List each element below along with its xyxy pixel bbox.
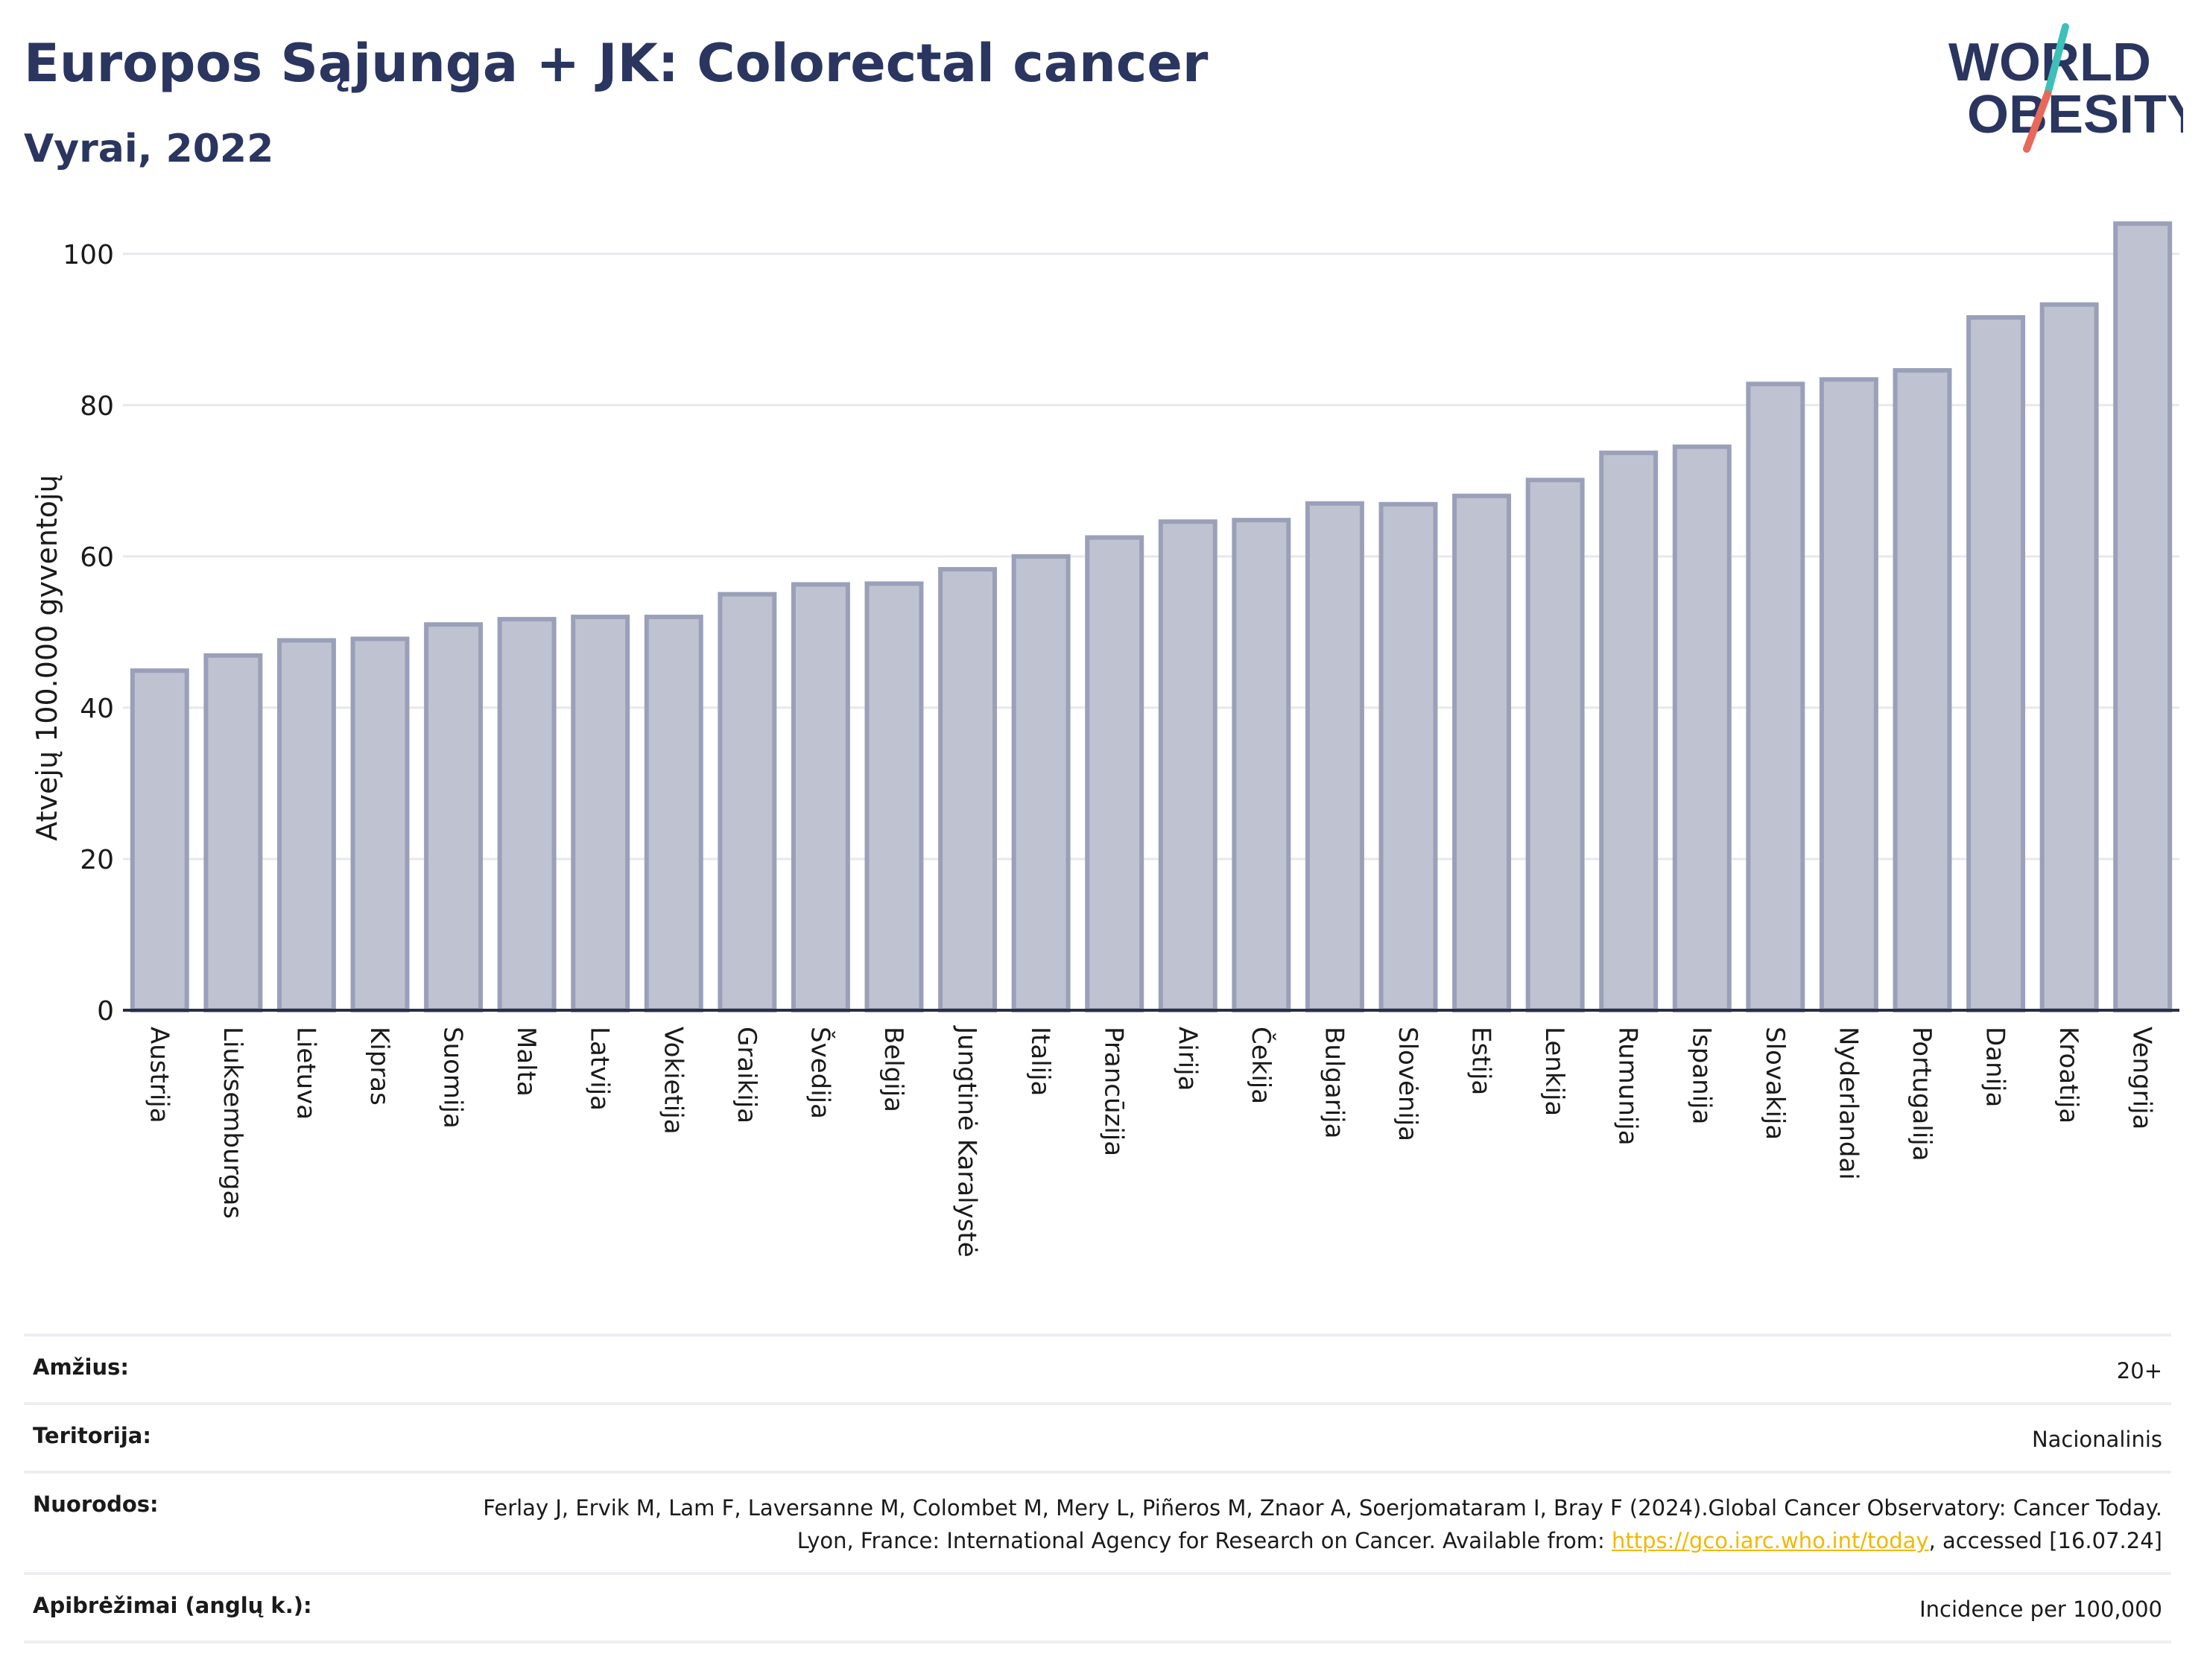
logo-text-obesity: OBESITY: [1967, 85, 2183, 145]
y-tick-label: 40: [80, 694, 114, 724]
bar: [1819, 377, 1878, 1012]
x-tick-label: Airija: [1172, 1027, 1202, 1091]
x-tick-labels: Austrija Liuksemburgas Lietuva Kipras Suomij…: [144, 1025, 2156, 1258]
bar: [718, 592, 777, 1012]
x-tick-label: Nyderlandai: [1833, 1027, 1863, 1180]
reference-text: Ferlay J, Ervik M, Lam F, Laversanne M, …: [483, 1495, 2162, 1553]
chart-title: Europos Sąjunga + JK: Colorectal cancer: [24, 33, 1209, 94]
chart-subtitle: Vyrai, 2022: [24, 127, 274, 171]
x-tick-label: Belgija: [878, 1027, 908, 1112]
info-row-definitions: Apibrėžimai (anglų k.): Incidence per 10…: [24, 1572, 2171, 1643]
bar-chart: 0 20 40 60 80 100 Austrija Liuksemburgas Lietuv…: [31, 221, 2179, 1258]
x-tick-label: Liuksemburgas: [218, 1027, 247, 1219]
bar: [350, 636, 410, 1012]
reference-link[interactable]: https://gco.iarc.who.int/today: [1611, 1528, 1929, 1553]
x-tick-label: Švedija: [805, 1027, 835, 1119]
logo-slash-teal: [2044, 23, 2069, 98]
info-table: Amžius: 20+ Teritorija: Nacionalinis Nuo…: [24, 1334, 2171, 1643]
bar: [1966, 315, 2026, 1012]
bar: [644, 615, 703, 1012]
info-label: Apibrėžimai (anglų k.):: [33, 1593, 312, 1618]
bar: [1232, 518, 1291, 1012]
bar: [1525, 478, 1585, 1012]
info-value: 20+: [2116, 1358, 2162, 1383]
bar: [1158, 519, 1217, 1012]
bar: [791, 582, 850, 1012]
bar: [424, 622, 484, 1012]
bar: [938, 567, 998, 1012]
bar: [1305, 501, 1364, 1012]
y-tick-label: 100: [63, 240, 114, 270]
y-tick-label: 80: [80, 391, 114, 422]
bar: [497, 617, 557, 1012]
info-label: Teritorija:: [33, 1423, 151, 1448]
bar: [1746, 381, 1805, 1012]
x-tick-label: Slovėnija: [1393, 1027, 1422, 1141]
x-tick-label: Jungtinė Karalystė: [952, 1025, 982, 1258]
x-tick-label: Kroatija: [2053, 1027, 2083, 1123]
bar: [1011, 554, 1071, 1012]
x-tick-label: Malta: [511, 1027, 541, 1097]
x-tick-label: Kipras: [364, 1027, 394, 1106]
reference-accessed: , accessed [16.07.24]: [1928, 1528, 2162, 1553]
x-tick-label: Vokietija: [658, 1027, 688, 1135]
bar: [130, 668, 189, 1012]
x-tick-label: Rumunija: [1613, 1027, 1643, 1146]
bar: [571, 615, 630, 1012]
x-tick-label: Danija: [1980, 1027, 2010, 1107]
info-row-references: Nuorodos: Ferlay J, Ervik M, Lam F, Lave…: [24, 1471, 2171, 1572]
bar: [1085, 535, 1144, 1012]
bars: [130, 221, 2173, 1013]
bar: [1452, 493, 1512, 1012]
bar: [864, 581, 924, 1012]
bar: [1672, 444, 1732, 1012]
x-tick-label: Čekija: [1246, 1027, 1276, 1104]
x-tick-label: Austrija: [144, 1027, 174, 1123]
y-tick-label: 20: [80, 845, 114, 875]
info-row-territory: Teritorija: Nacionalinis: [24, 1402, 2171, 1471]
x-tick-label: Bulgarija: [1319, 1027, 1349, 1138]
y-tick-labels: 0 20 40 60 80 100: [63, 240, 114, 1027]
info-label: Nuorodos:: [33, 1492, 159, 1517]
info-label: Amžius:: [33, 1354, 129, 1380]
x-tick-label: Lenkija: [1539, 1027, 1569, 1116]
bar: [1893, 368, 1952, 1012]
info-value: Nacionalinis: [2031, 1427, 2162, 1452]
bar: [1599, 450, 1659, 1012]
x-tick-label: Italija: [1025, 1027, 1055, 1096]
bar: [2039, 302, 2099, 1013]
world-obesity-logo: WORLD OBESITY: [1948, 23, 2183, 153]
info-value-reference: Ferlay J, Ervik M, Lam F, Laversanne M, …: [449, 1492, 2162, 1557]
logo-slash-red: [2023, 90, 2051, 153]
x-tick-label: Suomija: [438, 1027, 468, 1129]
info-row-age: Amžius: 20+: [24, 1334, 2171, 1402]
y-tick-label: 60: [80, 542, 114, 573]
y-tick-label: 0: [97, 996, 114, 1027]
x-tick-label: Latvija: [585, 1027, 615, 1111]
x-tick-label: Estija: [1466, 1027, 1496, 1095]
x-tick-label: Ispanija: [1686, 1027, 1716, 1124]
bar: [276, 638, 336, 1012]
x-tick-label: Slovakija: [1760, 1027, 1790, 1140]
x-tick-label: Vengrija: [2127, 1027, 2157, 1129]
bar: [1378, 501, 1438, 1012]
bar: [203, 653, 263, 1012]
x-tick-label: Prancūzija: [1099, 1027, 1129, 1156]
x-tick-label: Portugalija: [1907, 1027, 1937, 1161]
bar: [2113, 221, 2173, 1013]
info-value: Incidence per 100,000: [1919, 1597, 2162, 1622]
x-tick-label: Lietuva: [291, 1027, 320, 1120]
x-tick-label: Graikija: [732, 1027, 761, 1123]
y-axis-label: Atvejų 100.000 gyventojų: [31, 475, 63, 840]
